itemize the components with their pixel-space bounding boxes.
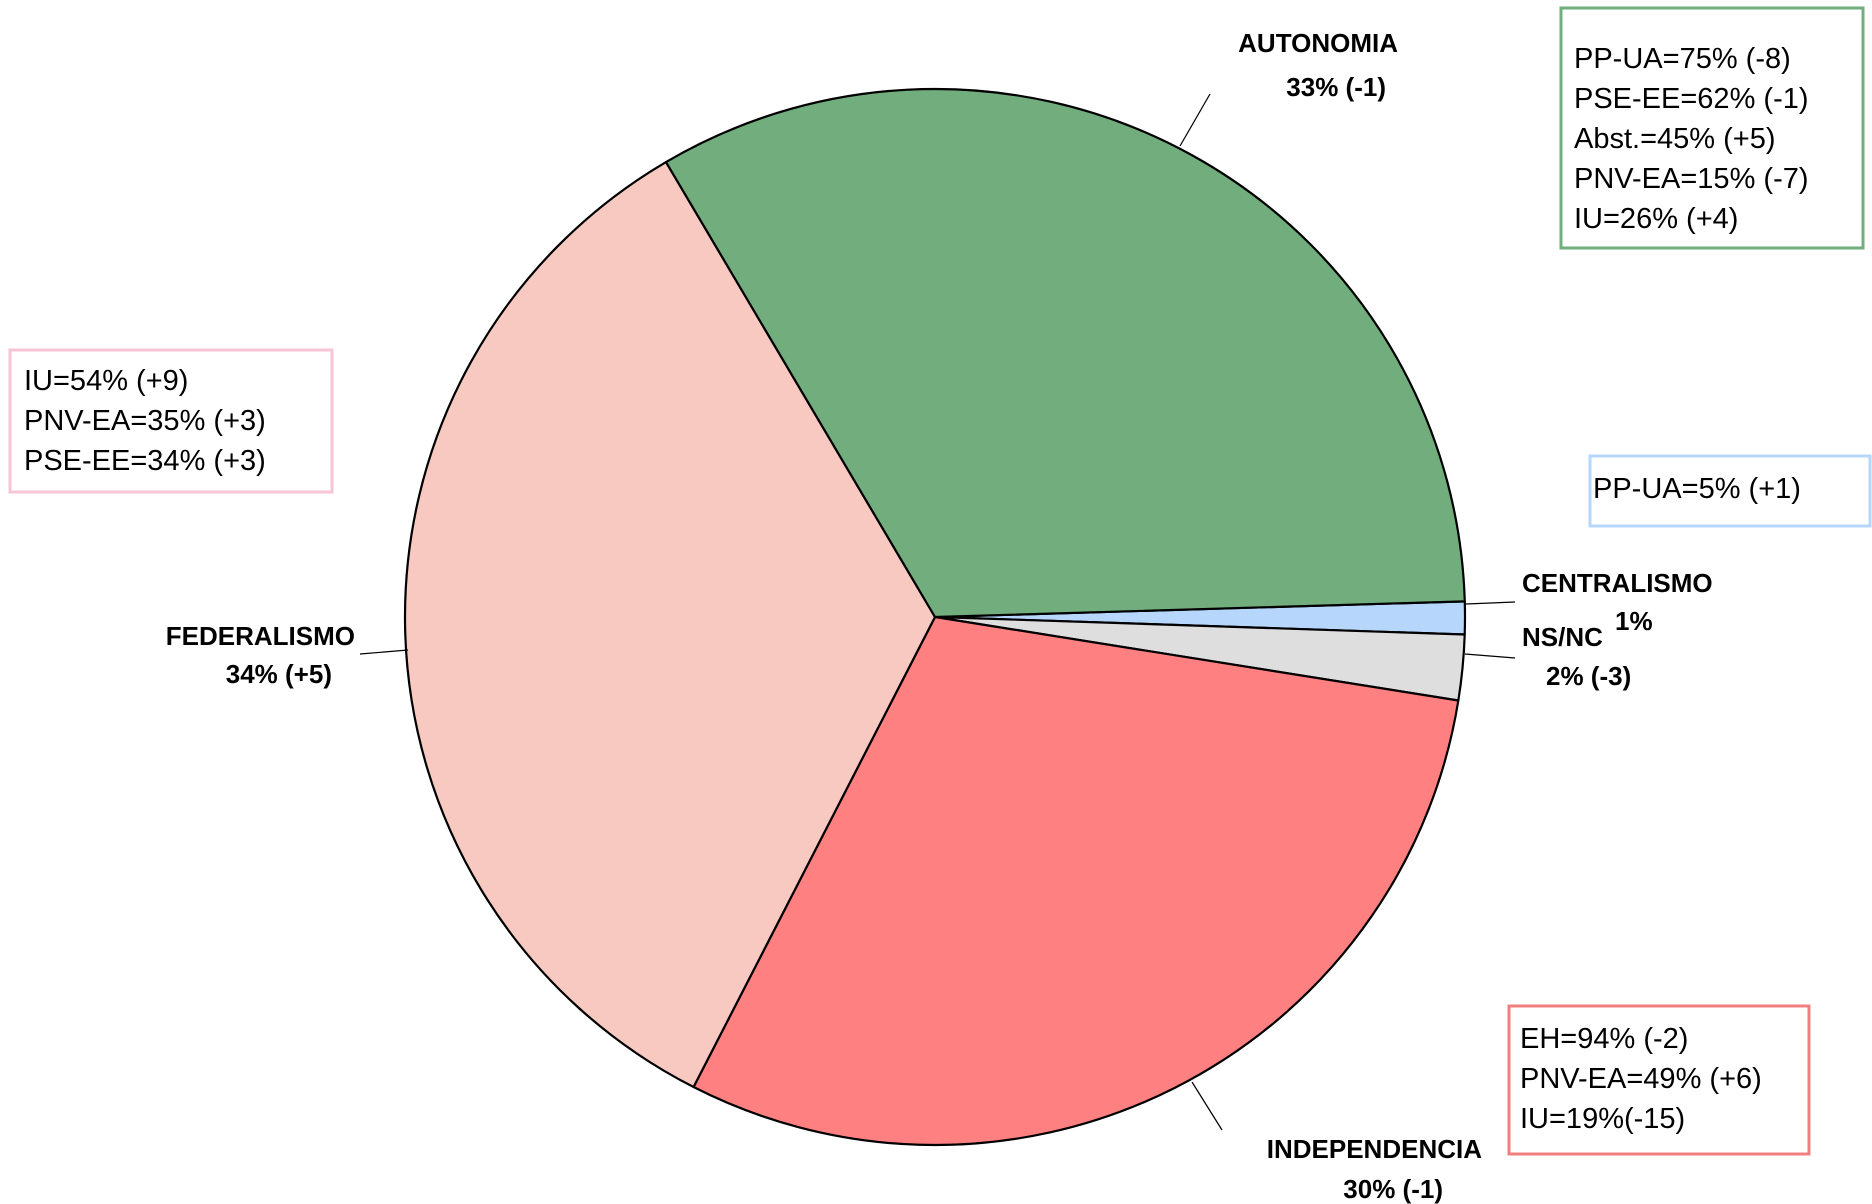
leader-line-independencia xyxy=(1191,1081,1223,1131)
leader-line-autonomia xyxy=(1179,93,1211,147)
pie-slice-autonomia xyxy=(664,87,1466,619)
breakdown-line-federalismo-1: PNV-EA=35% (+3) xyxy=(24,405,266,437)
leader-lines xyxy=(359,93,1516,1131)
category-label-centralismo: CENTRALISMO xyxy=(1522,568,1713,598)
breakdown-line-federalismo-2: PSE-EE=34% (+3) xyxy=(24,445,266,477)
breakdown-box-frame-centralismo xyxy=(1588,454,1872,528)
breakdown-line-independencia-2: IU=19%(-15) xyxy=(1520,1103,1685,1135)
breakdown-line-centralismo-0: PP-UA=5% (+1) xyxy=(1593,473,1801,505)
breakdown-box-autonomia: PP-UA=75% (-8) PSE-EE=62% (-1) Abst.=45% (… xyxy=(1559,6,1865,250)
category-value-autonomia: 33% (-1) xyxy=(1286,72,1386,102)
breakdown-line-autonomia-1: PSE-EE=62% (-1) xyxy=(1574,83,1809,115)
pie-slices xyxy=(403,87,1467,1147)
category-value-nsnc: 2% (-3) xyxy=(1546,661,1631,691)
breakdown-line-independencia-1: PNV-EA=49% (+6) xyxy=(1520,1063,1762,1095)
category-label-independencia: INDEPENDENCIA xyxy=(1267,1134,1482,1164)
breakdown-boxes: PP-UA=75% (-8) PSE-EE=62% (-1) Abst.=45% (… xyxy=(8,6,1872,1156)
category-label-nsnc: NS/NC xyxy=(1522,622,1603,652)
leader-line-nsnc xyxy=(1464,653,1516,659)
breakdown-line-autonomia-0: PP-UA=75% (-8) xyxy=(1574,43,1791,75)
breakdown-box-federalismo: IU=54% (+9) PNV-EA=35% (+3) PSE-EE=34% (+3… xyxy=(8,348,334,494)
breakdown-line-autonomia-2: Abst.=45% (+5) xyxy=(1574,123,1776,155)
breakdown-box-frame-independencia xyxy=(1507,1004,1811,1156)
breakdown-box-frame-federalismo xyxy=(8,348,334,494)
breakdown-line-independencia-0: EH=94% (-2) xyxy=(1520,1023,1688,1055)
breakdown-line-autonomia-3: PNV-EA=15% (-7) xyxy=(1574,163,1809,195)
breakdown-line-federalismo-0: IU=54% (+9) xyxy=(24,365,188,397)
breakdown-box-independencia: EH=94% (-2) PNV-EA=49% (+6) IU=19%(-15) xyxy=(1507,1004,1811,1156)
category-value-federalismo: 34% (+5) xyxy=(226,659,332,689)
category-value-independencia: 30% (-1) xyxy=(1343,1174,1443,1204)
category-value-centralismo: 1% xyxy=(1615,606,1653,636)
category-labels: AUTONOMIA 33% (-1) CENTRALISMO 1% NS/NC 2% (-… xyxy=(166,28,1713,1204)
breakdown-line-autonomia-4: IU=26% (+4) xyxy=(1574,203,1738,235)
breakdown-box-centralismo: PP-UA=5% (+1) xyxy=(1588,454,1872,528)
leader-line-federalismo xyxy=(359,649,409,655)
breakdown-box-frame-autonomia xyxy=(1559,6,1865,250)
pie-slice-independencia xyxy=(692,615,1460,1147)
category-label-federalismo: FEDERALISMO xyxy=(166,621,355,651)
leader-line-centralismo xyxy=(1465,601,1516,605)
category-label-autonomia: AUTONOMIA xyxy=(1238,28,1398,58)
